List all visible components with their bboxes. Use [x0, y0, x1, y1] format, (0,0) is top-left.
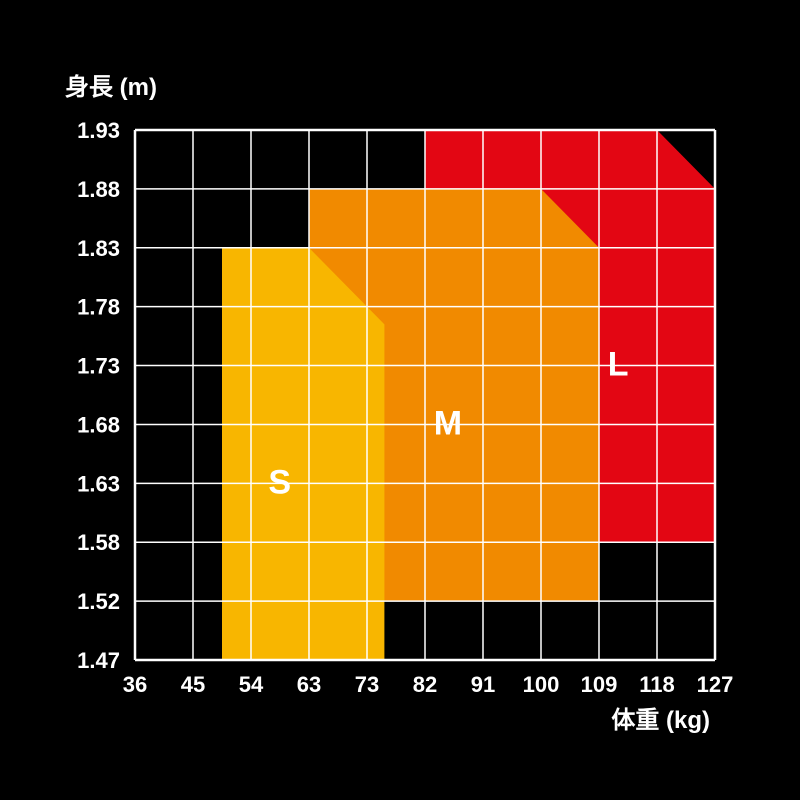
x-tick: 63 — [297, 672, 321, 697]
y-tick: 1.52 — [77, 589, 120, 614]
x-tick: 100 — [523, 672, 560, 697]
x-tick: 82 — [413, 672, 437, 697]
y-tick: 1.73 — [77, 354, 120, 379]
region-label-M: M — [434, 404, 462, 442]
x-axis-title: 体重 (kg) — [611, 707, 710, 734]
y-tick: 1.93 — [77, 118, 120, 143]
y-axis-title: 身長 (m) — [65, 73, 157, 101]
x-tick: 36 — [123, 672, 147, 697]
x-tick: 45 — [181, 672, 205, 697]
x-tick: 73 — [355, 672, 379, 697]
x-tick: 91 — [471, 672, 495, 697]
y-tick: 1.63 — [77, 471, 120, 496]
chart-svg: L M S 身長 (m) 1.93 1.88 1.83 1.78 1.73 1.68 1.63 1.5… — [0, 0, 800, 800]
y-tick: 1.58 — [77, 530, 120, 555]
y-tick: 1.47 — [77, 648, 120, 673]
y-tick: 1.68 — [77, 412, 120, 437]
x-tick: 109 — [581, 672, 618, 697]
x-tick: 127 — [697, 672, 734, 697]
region-label-S: S — [268, 463, 291, 501]
x-tick: 118 — [639, 672, 675, 697]
region-label-L: L — [608, 346, 629, 384]
size-chart: L M S 身長 (m) 1.93 1.88 1.83 1.78 1.73 1.68 1.63 1.5… — [0, 0, 800, 800]
region-S — [222, 248, 384, 660]
y-tick: 1.78 — [77, 295, 120, 320]
y-tick: 1.83 — [77, 236, 120, 261]
x-tick: 54 — [239, 672, 264, 697]
y-tick: 1.88 — [77, 177, 120, 202]
